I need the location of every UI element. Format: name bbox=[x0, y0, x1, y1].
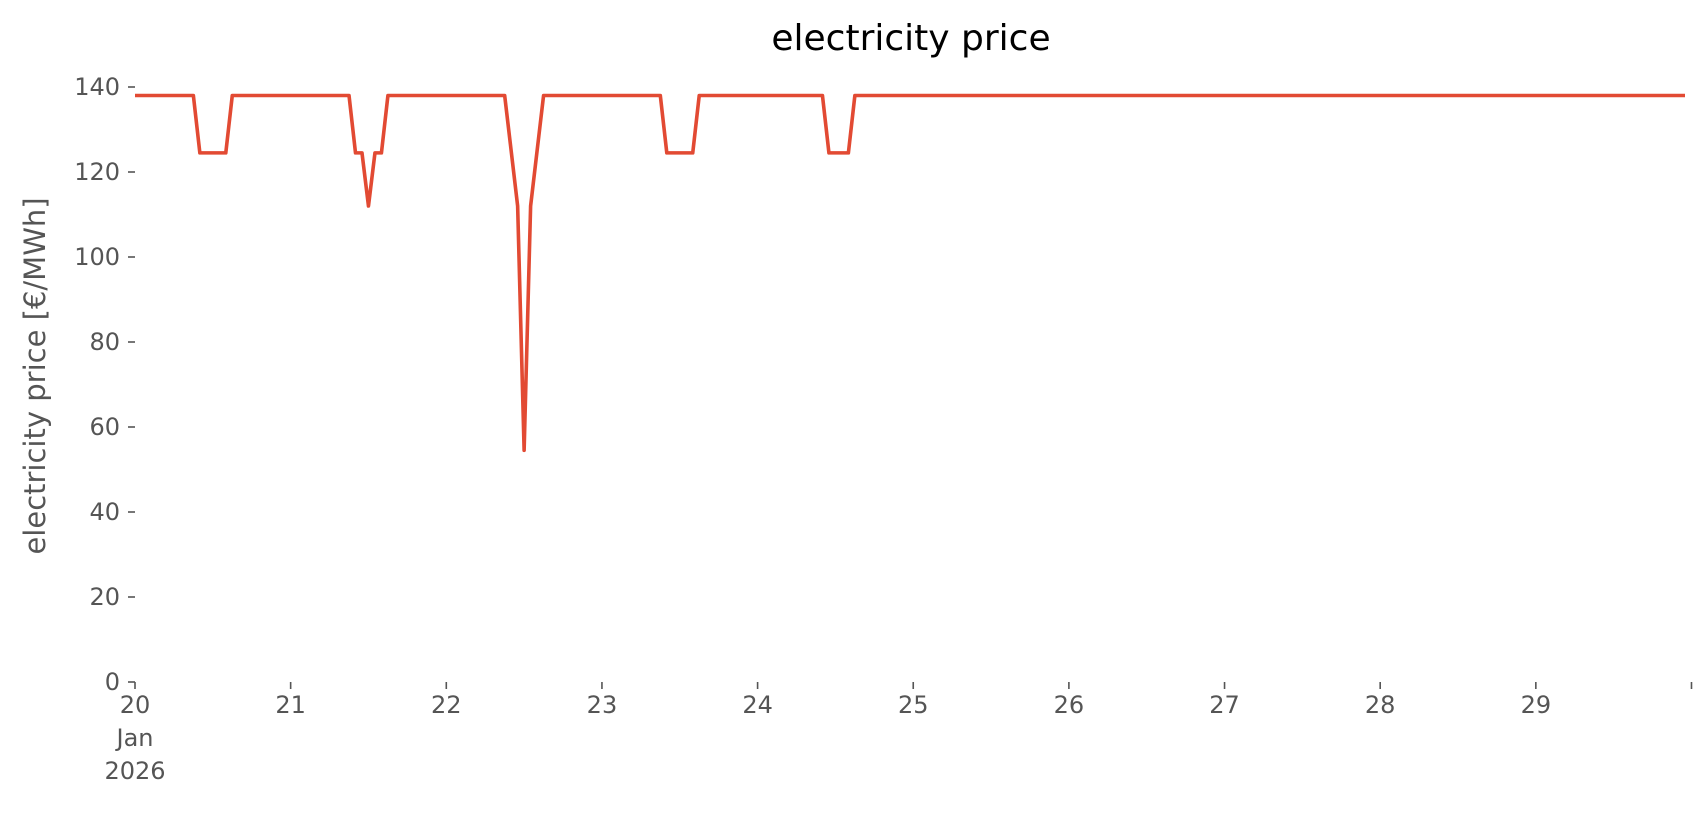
y-tick-label: 20 bbox=[89, 583, 120, 611]
y-axis-label: electricity price [€/MWh] bbox=[18, 197, 52, 554]
series-line-0 bbox=[135, 93, 1685, 453]
y-tick-label: 140 bbox=[74, 73, 120, 101]
y-tick-label: 0 bbox=[105, 668, 120, 696]
y-tick-label: 80 bbox=[89, 328, 120, 356]
x-tick-label: 21 bbox=[275, 691, 306, 719]
x-tick-label: 22 bbox=[431, 691, 462, 719]
y-tick-label: 100 bbox=[74, 243, 120, 271]
x-tick-label: 29 bbox=[1521, 691, 1552, 719]
plot-area bbox=[135, 93, 1685, 453]
y-tick-label: 60 bbox=[89, 413, 120, 441]
chart-title: electricity price bbox=[771, 18, 1050, 59]
x-tick-label: 27 bbox=[1209, 691, 1240, 719]
x-tick-label: 24 bbox=[742, 691, 773, 719]
x-tick-sublabel-month: Jan bbox=[115, 724, 154, 752]
x-axis: 20 Jan 2026 21 22 23 24 25 26 27 28 29 bbox=[104, 682, 1693, 785]
y-tick-label: 40 bbox=[89, 498, 120, 526]
x-tick-label: 26 bbox=[1054, 691, 1085, 719]
x-tick-label: 23 bbox=[587, 691, 618, 719]
x-tick-label: 25 bbox=[898, 691, 929, 719]
x-tick-label: 20 bbox=[120, 691, 151, 719]
x-tick-label: 28 bbox=[1365, 691, 1396, 719]
x-tick-sublabel-year: 2026 bbox=[104, 757, 165, 785]
y-tick-label: 120 bbox=[74, 158, 120, 186]
y-axis: 0 20 40 60 80 100 120 140 bbox=[74, 73, 135, 696]
